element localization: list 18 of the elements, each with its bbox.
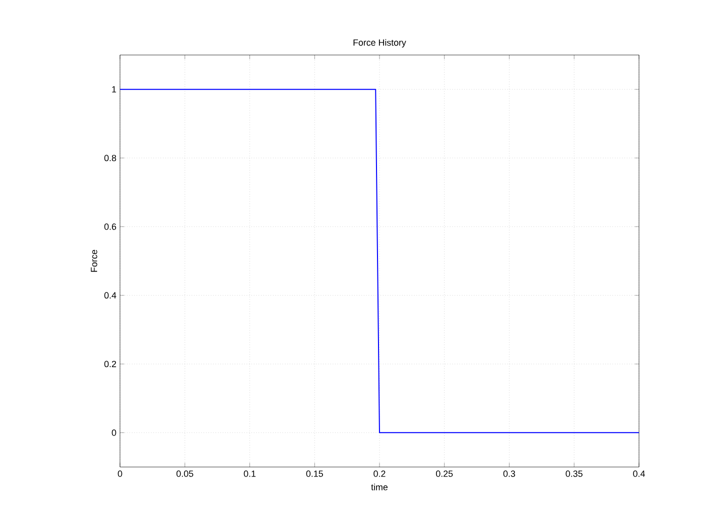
y-tick-label: 0.6: [104, 223, 116, 230]
y-tick-label: 0: [112, 429, 116, 436]
y-tick-label: 0.8: [104, 154, 116, 162]
x-tick-label: 0.35: [566, 470, 582, 477]
x-tick-label: 0.1: [244, 470, 256, 477]
y-tick-label: 0.2: [104, 360, 116, 368]
x-tick-label: 0.15: [306, 470, 323, 477]
x-tick-label: 0.2: [374, 470, 386, 477]
chart-title: Force History: [354, 39, 406, 48]
x-tick-label: 0.4: [633, 470, 645, 477]
y-tick-label: 1: [112, 86, 116, 92]
x-tick-label: 0: [118, 470, 122, 477]
x-tick-label: 0.05: [176, 470, 194, 477]
y-tick-label: 0.4: [104, 292, 116, 299]
y-axis-title: Force: [90, 250, 98, 272]
x-tick-label: 0.25: [436, 470, 453, 477]
x-axis-title: time: [371, 484, 388, 490]
x-tick-label: 0.3: [503, 470, 516, 477]
